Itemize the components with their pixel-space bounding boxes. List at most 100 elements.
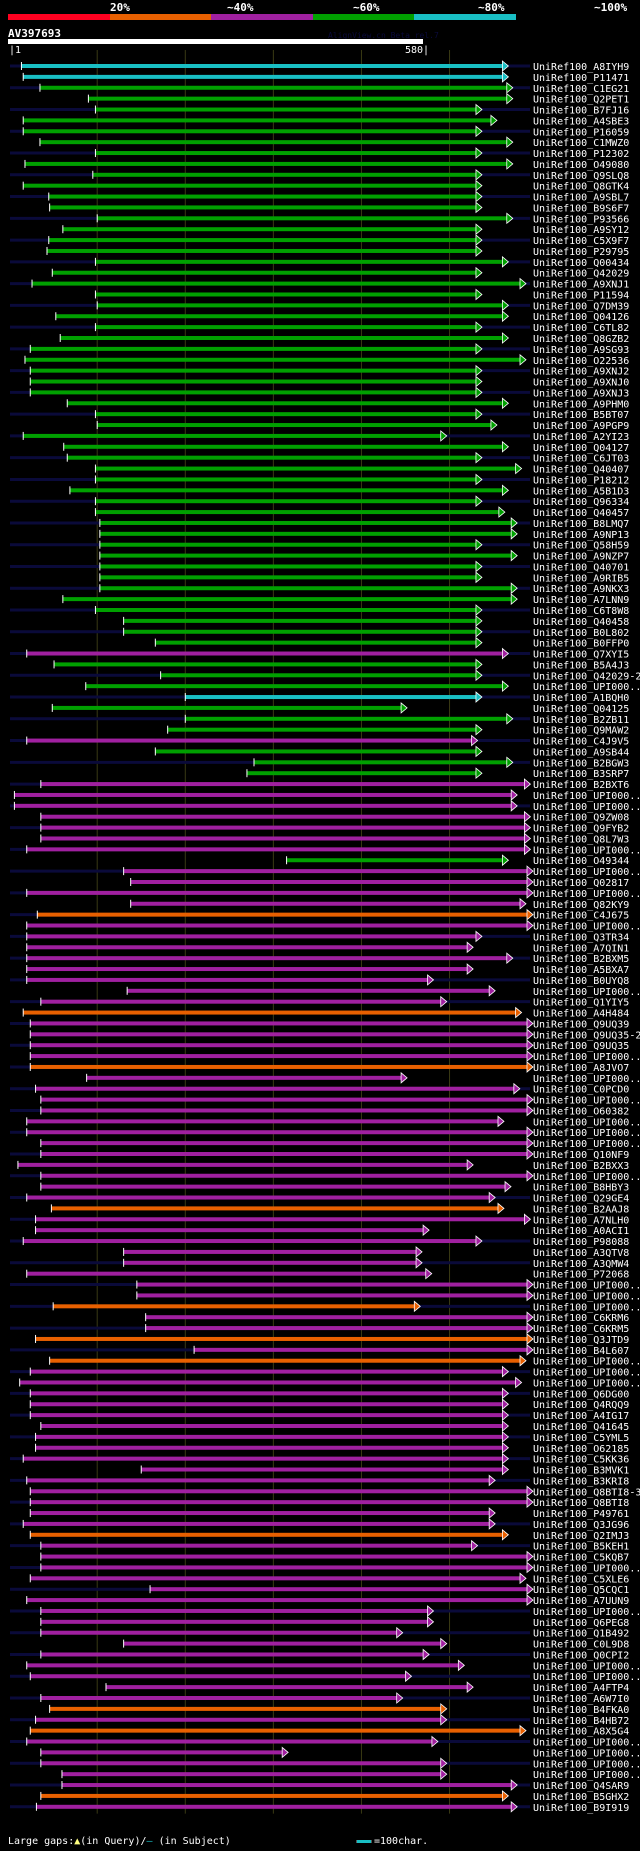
hit-name: UniRef100_B5A4J3	[533, 660, 629, 671]
legend-label-20: 20%	[110, 1, 130, 14]
hit-end-arrow	[475, 343, 483, 355]
hit-end-arrow	[475, 473, 483, 486]
hit-end-arrow	[526, 1039, 534, 1052]
hit-name: UniRef100_UPI000..	[533, 1172, 640, 1183]
hit-end-arrow	[497, 1202, 505, 1215]
hit-bar	[40, 782, 525, 787]
hit-end-arrow	[488, 1191, 496, 1204]
hit-bar	[95, 259, 503, 264]
hit-name: UniRef100_A0ACI1	[533, 1226, 629, 1237]
legend-label-60: ~60%	[353, 1, 380, 14]
hit-bar	[160, 673, 476, 678]
hit-name: UniRef100_B2ZB11	[533, 715, 629, 726]
hit-bar	[14, 803, 512, 808]
hit-name: UniRef100_A7NLH0	[533, 1215, 629, 1226]
hit-name: UniRef100_C1EG21	[533, 84, 629, 95]
hit-name: UniRef100_UPI000..	[533, 1661, 640, 1672]
hit-bar	[30, 1532, 503, 1537]
hit-name: UniRef100_B0UYQ8	[533, 976, 629, 987]
hit-end-arrow	[524, 810, 532, 823]
hit-name: UniRef100_C5X9F7	[533, 236, 629, 247]
hit-end-arrow	[475, 669, 483, 682]
hit-bar	[40, 1652, 424, 1657]
hit-bar	[99, 564, 476, 569]
hit-end-arrow	[515, 1376, 523, 1389]
hit-end-arrow	[475, 266, 483, 279]
hit-bar	[36, 1804, 512, 1809]
scale-swatch-icon	[356, 1839, 372, 1843]
hit-bar	[40, 1761, 441, 1766]
hit-name: UniRef100_B5GHX2	[533, 1792, 629, 1803]
gap-legend-subject: (in Subject)	[158, 1836, 231, 1847]
hit-bar	[40, 1108, 528, 1113]
hit-name: UniRef100_UPI000..	[533, 889, 640, 900]
hit-bar	[145, 1315, 527, 1320]
hit-bar	[26, 738, 472, 743]
hit-name: UniRef100_A9XNJ3	[533, 388, 629, 399]
hit-bar	[95, 325, 476, 330]
hit-end-arrow	[400, 702, 408, 714]
hit-bar	[35, 1217, 525, 1222]
hit-end-arrow	[501, 71, 510, 83]
hit-name: UniRef100_Q02817	[533, 878, 629, 889]
hit-end-arrow	[526, 1278, 534, 1291]
hit-bar	[30, 368, 476, 373]
hit-bar	[30, 1511, 490, 1516]
hit-name: UniRef100_A4H484	[533, 1009, 629, 1020]
hit-bar	[30, 1728, 521, 1733]
hit-bar	[35, 1086, 514, 1091]
hit-name: UniRef100_UPI000..	[533, 1563, 640, 1574]
hit-end-arrow	[427, 974, 435, 986]
legend-swatch-80	[312, 14, 415, 20]
hit-end-arrow	[501, 1365, 510, 1378]
hit-name: UniRef100_UPI000..	[533, 1738, 640, 1749]
hit-name: UniRef100_B0L802	[533, 628, 629, 639]
hit-bar	[40, 1565, 528, 1570]
hit-bar	[14, 792, 512, 797]
hit-name: UniRef100_A9SB44	[533, 747, 629, 758]
hit-end-arrow	[526, 1050, 534, 1062]
hit-bar	[123, 618, 476, 623]
hit-end-arrow	[475, 364, 483, 377]
hit-end-arrow	[506, 712, 514, 725]
hit-end-arrow	[475, 767, 483, 780]
hit-name: UniRef100_O22536	[533, 356, 629, 367]
hit-bar	[23, 1010, 516, 1015]
hit-bar	[30, 1021, 528, 1026]
hit-end-arrow	[431, 1735, 439, 1748]
hit-name: UniRef100_Q41645	[533, 1422, 629, 1433]
hit-bar	[35, 1445, 503, 1450]
hit-end-arrow	[501, 440, 510, 453]
hit-bar	[30, 1576, 521, 1581]
hit-name: UniRef100_C0L9D8	[533, 1640, 629, 1651]
hit-bar	[26, 1739, 432, 1744]
hit-end-arrow	[526, 1343, 534, 1356]
hit-bar	[40, 1184, 506, 1189]
hit-bar	[23, 118, 491, 123]
hit-bar	[86, 1075, 402, 1080]
hit-end-arrow	[413, 1300, 421, 1313]
hit-end-arrow	[501, 1463, 510, 1476]
hit-bar	[286, 858, 503, 863]
hit-bar	[95, 466, 516, 471]
hit-bar	[49, 1358, 521, 1363]
hit-bar	[61, 1783, 512, 1788]
hit-bar	[88, 96, 507, 101]
hit-name: UniRef100_A9SBL7	[533, 193, 629, 204]
hit-bar	[19, 1380, 516, 1385]
hit-bar	[185, 716, 507, 721]
hit-name: UniRef100_Q96334	[533, 497, 629, 508]
hit-bar	[23, 1456, 503, 1461]
hit-name: UniRef100_Q6DG00	[533, 1389, 629, 1400]
hit-bar	[30, 1413, 503, 1418]
hit-name: UniRef100_Q8GZB2	[533, 334, 629, 345]
legend-label-80: ~80%	[478, 1, 505, 14]
hit-name: UniRef100_UPI000..	[533, 1096, 640, 1107]
hit-end-arrow	[526, 1550, 534, 1563]
hit-bar	[23, 183, 476, 188]
hit-end-arrow	[475, 495, 483, 508]
hit-end-arrow	[526, 1322, 534, 1334]
hit-end-arrow	[475, 560, 483, 573]
hit-name: UniRef100_C4J9V5	[533, 737, 629, 748]
hit-end-arrow	[475, 571, 483, 584]
